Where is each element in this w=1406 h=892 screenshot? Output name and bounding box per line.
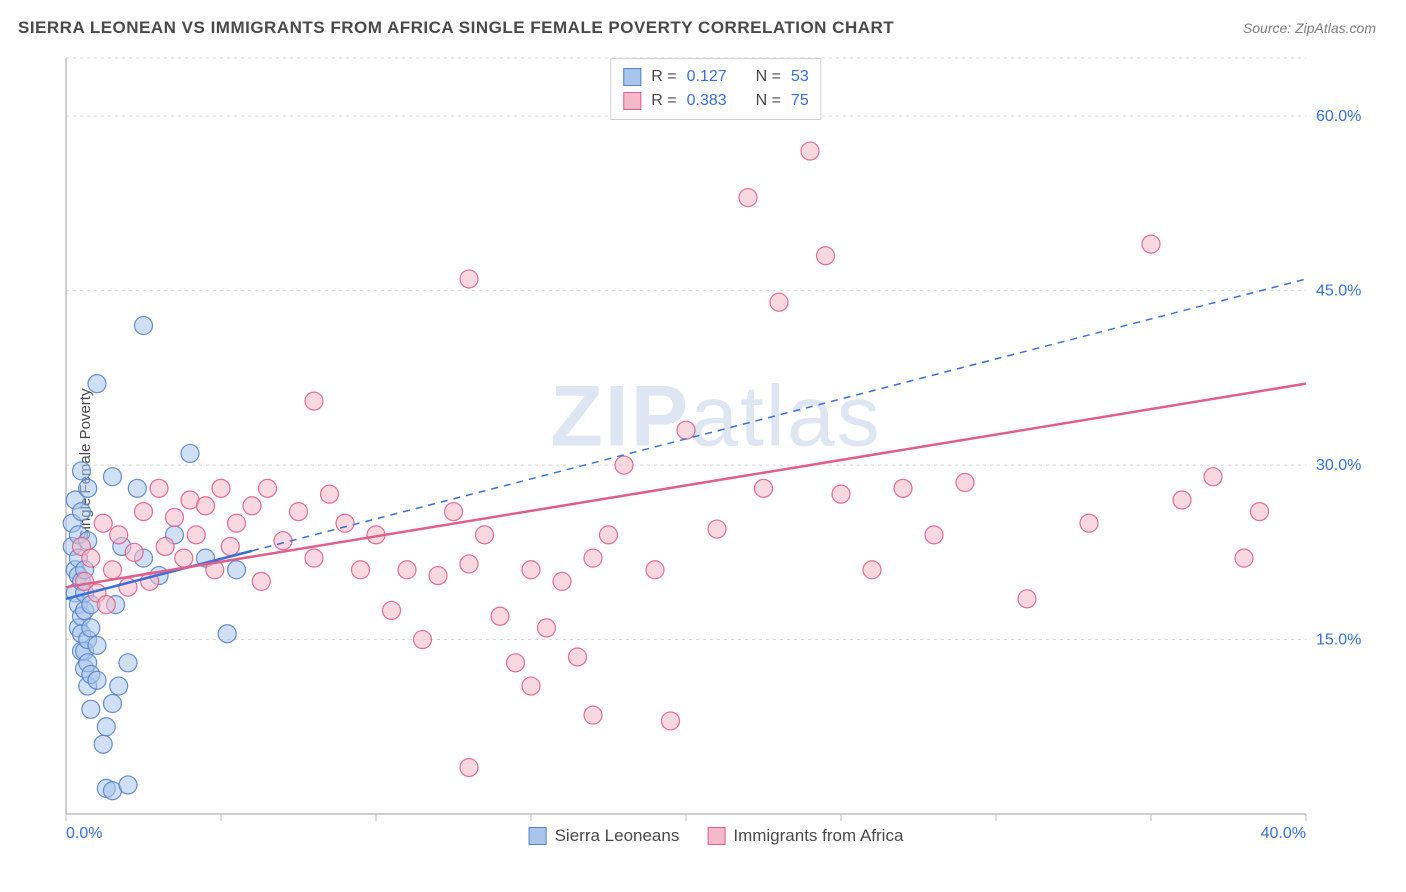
svg-text:15.0%: 15.0%	[1316, 632, 1361, 649]
legend-item: Immigrants from Africa	[707, 826, 903, 846]
plot-svg: 15.0% 30.0% 45.0% 60.0% 0.0% 40.0%	[56, 54, 1376, 844]
legend: Sierra Leoneans Immigrants from Africa	[529, 826, 904, 846]
legend-item: Sierra Leoneans	[529, 826, 680, 846]
series-swatch-icon	[623, 92, 641, 110]
correlation-stats-box: R = 0.127 N = 53 R = 0.383 N = 75	[610, 58, 821, 120]
stats-row: R = 0.127 N = 53	[623, 65, 808, 89]
svg-text:45.0%: 45.0%	[1316, 283, 1361, 300]
svg-text:40.0%: 40.0%	[1261, 825, 1306, 842]
chart-title: SIERRA LEONEAN VS IMMIGRANTS FROM AFRICA…	[18, 18, 894, 38]
series-swatch-icon	[707, 827, 725, 845]
series-swatch-icon	[529, 827, 547, 845]
svg-text:30.0%: 30.0%	[1316, 457, 1361, 474]
scatter-plot: ZIPatlas R = 0.127 N = 53 R = 0.383 N = …	[56, 54, 1376, 844]
svg-text:0.0%: 0.0%	[66, 825, 102, 842]
series-swatch-icon	[623, 68, 641, 86]
stats-row: R = 0.383 N = 75	[623, 89, 808, 113]
source-attribution: Source: ZipAtlas.com	[1243, 20, 1376, 36]
svg-text:60.0%: 60.0%	[1316, 108, 1361, 125]
chart-container: Single Female Poverty ZIPatlas R = 0.127…	[18, 54, 1388, 874]
